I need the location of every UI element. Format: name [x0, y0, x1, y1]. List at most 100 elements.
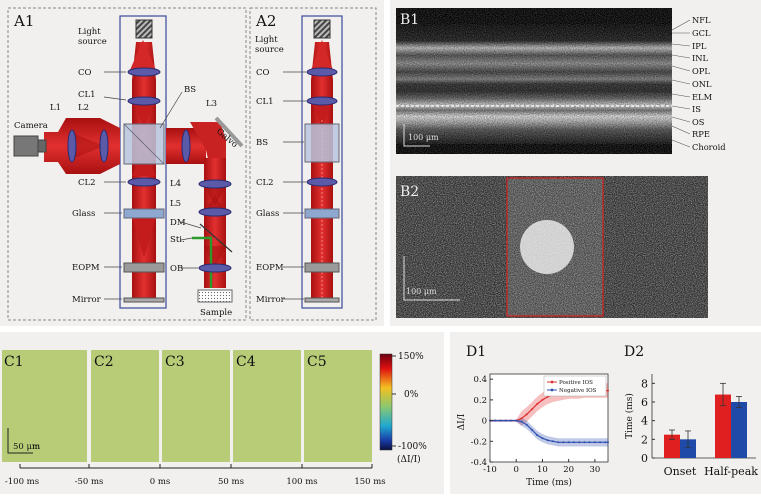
- layer-opl: OPL: [692, 66, 710, 76]
- a1-dm-label: DM: [170, 218, 186, 228]
- b1-scalebar: [403, 124, 430, 147]
- d1-point: [520, 417, 523, 420]
- d1-point: [604, 441, 607, 444]
- b2-scalebar-label: 100 μm: [406, 287, 437, 296]
- a2-glass-label: Glass: [256, 209, 279, 219]
- a1-co-label: CO: [78, 68, 92, 78]
- b2-en-face-image: 100 μm B2: [396, 176, 708, 318]
- d2-ytick-label: 6: [641, 396, 648, 409]
- c-frame-5: C5: [304, 350, 372, 462]
- a1-eopm-label: EOPM: [72, 263, 100, 273]
- b1-scalebar-label: 100 μm: [408, 133, 439, 142]
- panel-a: A1 A2 Light source CO CL1 BS L1 L2 L3 Ca…: [0, 0, 384, 326]
- panel-label-a2: A2: [255, 12, 276, 30]
- layer-choroid: Choroid: [692, 142, 726, 152]
- layer-os: OS: [692, 117, 705, 127]
- d1-band-1: [490, 417, 608, 447]
- a1-ob-label: OB: [170, 264, 183, 274]
- d1-point: [510, 419, 512, 422]
- panel-c: C1 50 μm C1 50 μm C2 C3 C4: [0, 332, 444, 494]
- colorbar-tick-min: -100%: [398, 442, 427, 452]
- d2-ylabel: Time (ms): [624, 393, 635, 439]
- panel-label-b1: B1: [400, 12, 419, 28]
- a2-mirror: [304, 297, 340, 303]
- a2-eopm: [304, 262, 340, 273]
- d2-bar-half-peak-1: [731, 402, 747, 458]
- c1-label-top: C1: [4, 354, 24, 370]
- layer-elm: ELM: [692, 92, 713, 102]
- time-tick-3: 0 ms: [150, 477, 171, 487]
- d1-point: [520, 420, 523, 423]
- panel-label-a1: A1: [13, 12, 34, 30]
- d2-cat-onset: Onset: [664, 465, 697, 478]
- d1-point: [499, 419, 502, 422]
- a2-column-box: [301, 15, 343, 309]
- d1-ytick-label: -0.2: [471, 437, 487, 447]
- layer-nfl: NFL: [692, 15, 711, 25]
- time-tick-1: -100 ms: [5, 477, 39, 487]
- colorbar: 150% 0% -100% (ΔI/I): [379, 352, 427, 465]
- a2-beamsplitter: [304, 123, 340, 163]
- panel-label-c4: C4: [236, 354, 256, 370]
- d1-point: [557, 441, 560, 444]
- d2-ytick-label: 2: [641, 433, 648, 446]
- c-frame-2: C2: [91, 350, 159, 462]
- d2-ytick-label: 4: [641, 415, 648, 428]
- layer-onl: ONL: [692, 79, 712, 89]
- d1-point: [536, 403, 539, 405]
- a2-bs-label: BS: [256, 138, 268, 148]
- a1-glass-label: Glass: [72, 209, 95, 219]
- d1-point: [578, 441, 581, 444]
- b2-stimulus-spot: [520, 220, 574, 274]
- panel-label-c2: C2: [94, 354, 114, 370]
- d1-xtick-label: -10: [483, 465, 497, 475]
- b2-scalebar: [403, 256, 460, 301]
- panel-label-c5: C5: [307, 354, 327, 370]
- a1-sti-label: Sti.: [170, 235, 185, 245]
- a1-mirror: [123, 297, 165, 303]
- d1-ytick-label: 0: [482, 417, 487, 427]
- d2-bar-half-peak-0: [715, 394, 731, 458]
- layer-is: IS: [692, 104, 701, 114]
- d1-point: [599, 441, 602, 444]
- a1-sample: [197, 289, 233, 303]
- d1-point: [531, 428, 533, 431]
- a1-l5-lens: [198, 207, 232, 217]
- layer-ipl: IPL: [692, 41, 707, 51]
- a1-camera: [13, 135, 47, 157]
- a2-leader-lines: [283, 71, 306, 300]
- retina-images: 100 μm B1 NFL GCL IPL INL OPL: [396, 8, 726, 318]
- c1-scalebar-top: [7, 428, 33, 454]
- d1-ytick-label: 0.4: [473, 375, 487, 385]
- c-frame-1-left: [2, 350, 31, 462]
- panel-d: D1 D2 -0.4 -0.2 0 0.2 0.4 -10 0 10 20 30 Time (m…: [450, 332, 761, 494]
- d1-xtick-label: 10: [537, 465, 548, 475]
- time-tick-2: -50 ms: [75, 477, 104, 487]
- ios-image-series: C1 50 μm C1 50 μm C2 C3 C4: [2, 350, 427, 487]
- d1-legend-negative: Negative IOS: [559, 388, 597, 394]
- a1-bs-label: BS: [184, 85, 196, 95]
- d1-point: [572, 441, 575, 444]
- a1-light-source-label-2: source: [78, 37, 107, 47]
- c-frame-3: C3: [162, 350, 230, 462]
- d1-point: [541, 437, 544, 440]
- a1-l3-label: L3: [206, 99, 217, 109]
- d1-xtick-label: 30: [589, 465, 600, 475]
- a2-co-label: CO: [256, 68, 270, 78]
- d1-xlabel: Time (ms): [526, 477, 572, 488]
- d1-point: [551, 440, 554, 443]
- d1-point: [546, 439, 549, 442]
- d1-line-chart: -0.4 -0.2 0 0.2 0.4 -10 0 10 20 30 Time (ms) ΔI/…: [457, 373, 609, 488]
- d1-point: [536, 434, 539, 437]
- a2-co-lens: [306, 67, 338, 77]
- a2-frame: [249, 7, 377, 321]
- a2-glass: [304, 208, 340, 219]
- a1-leader-lines: [103, 71, 202, 300]
- time-tick-4: 50 ms: [218, 477, 244, 487]
- time-tick-6: 150 ms: [354, 477, 385, 487]
- a1-l1-lens: [67, 129, 77, 163]
- d1-ytick-label: -0.4: [471, 458, 487, 468]
- d1-point: [593, 441, 596, 444]
- a2-light-source-label-2: source: [255, 45, 284, 55]
- panel-label-d2: D2: [624, 344, 644, 360]
